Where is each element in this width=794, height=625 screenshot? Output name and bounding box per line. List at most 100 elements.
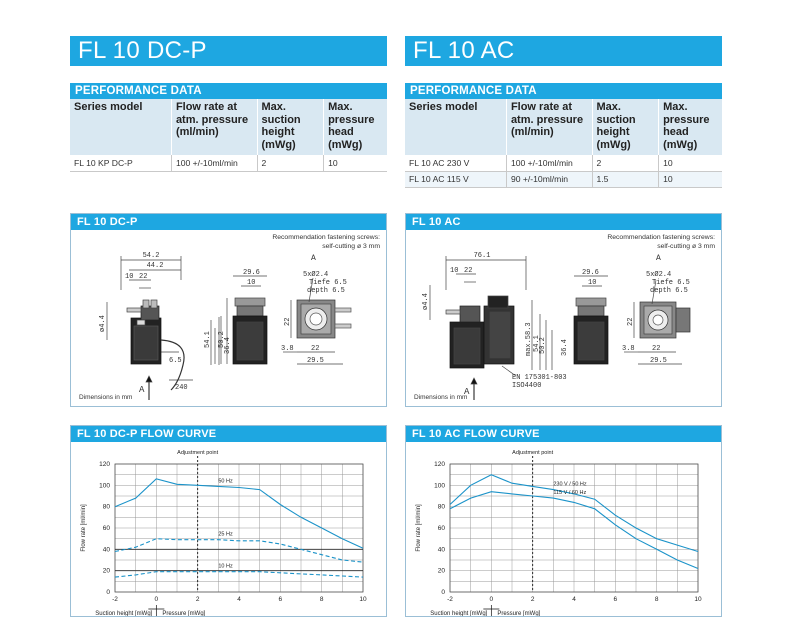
fastening-note-line: self-cutting ø 3 mm	[322, 243, 380, 250]
column-header-line: (mWg)	[261, 138, 296, 151]
y-tick-label: 120	[99, 461, 110, 468]
column-header-line: Series model	[74, 101, 143, 113]
column-header-line: height	[596, 126, 630, 138]
column-header-line: Flow rate at	[175, 101, 238, 113]
column-header-line: atm. pressure	[510, 113, 584, 126]
dimensions-note: Dimensions in mm	[414, 394, 468, 401]
performance-data-heading: PERFORMANCE DATA	[405, 83, 722, 99]
dim-label: 29.6	[582, 269, 599, 277]
adjustment-label: Adjustment point	[177, 450, 218, 456]
x-tick-label: 6	[614, 596, 618, 603]
dim-label: 10	[247, 279, 255, 287]
column-header: Flow rate at atm. pressure (ml/min)	[170, 99, 258, 155]
x-tick-label: -2	[447, 596, 453, 603]
y-tick-label: 80	[438, 504, 446, 511]
product-title-ac: FL 10 AC	[405, 36, 722, 66]
dim-label: 22	[652, 345, 660, 353]
column-header-line: pressure	[663, 113, 710, 126]
dim-label: 5xØ2.4	[303, 270, 328, 279]
table-cell: 2	[591, 155, 659, 172]
y-axis-label: Flow rate [ml/min]	[416, 504, 422, 552]
column-header-line: head	[328, 126, 354, 138]
performance-table: Series model Flow rate at atm. pressure (ml…	[70, 99, 387, 172]
performance-data-dc-p: PERFORMANCE DATA Series model Flow rate a…	[70, 83, 387, 172]
dim-label: 76.1	[474, 252, 491, 260]
dim-label: max.58.3	[525, 322, 533, 356]
dimension-drawing-dc-p: FL 10 DC-P Recommendation fastening scre…	[70, 213, 387, 407]
dim-label: 6.5	[169, 357, 182, 365]
dim-label: 29.5	[650, 357, 667, 365]
column-header-line: Max.	[596, 101, 621, 113]
column-header-line: suction	[261, 113, 301, 126]
column-header-line: (mWg)	[328, 138, 363, 151]
fastening-note: Recommendation fastening screws: self-cu…	[607, 233, 715, 251]
dim-label: 54.2	[143, 252, 160, 260]
series-label: 115 V / 60 Hz	[553, 490, 586, 496]
column-header: Max. pressure head (mWg)	[658, 99, 722, 155]
column-header-line: (mWg)	[596, 138, 631, 151]
series-line	[449, 491, 699, 570]
table-row: FL 10 AC 230 V 100 +/-10ml/min 2 10	[405, 155, 722, 172]
column-header-line: suction	[596, 113, 636, 126]
y-tick-label: 0	[106, 589, 110, 596]
technical-drawing: 54.2 44.2 10 22 ø4.4 54.1 50.2 36.4 6.5 …	[99, 252, 352, 400]
dim-label: 36.4	[561, 339, 569, 356]
table-cell: 100 +/-10ml/min	[505, 155, 593, 172]
table-cell: FL 10 AC 115 V	[405, 171, 507, 188]
dim-label: A	[311, 254, 316, 263]
dim-label: ø4.4	[99, 315, 107, 332]
y-tick-label: 100	[99, 482, 110, 489]
series-line	[449, 474, 699, 553]
x-tick-label: 8	[320, 596, 324, 603]
technical-drawing: 76.1 10 22 ø4.4 max.58.3 54.1 50.2 36.4 …	[422, 252, 691, 400]
fastening-note-line: Recommendation fastening screws:	[272, 234, 380, 241]
column-header-line: pressure	[328, 113, 375, 126]
dim-label: depth 6.5	[307, 287, 345, 295]
adjustment-label: Adjustment point	[512, 450, 553, 456]
chart-heading: FL 10 AC FLOW CURVE	[406, 426, 721, 442]
column-header-line: Max.	[328, 101, 353, 113]
dim-label: 29.6	[243, 269, 260, 277]
dim-label: 54.1	[204, 331, 212, 348]
x-tick-label: 8	[655, 596, 659, 603]
series-line	[114, 538, 364, 563]
column-header-line: Flow rate at	[510, 101, 573, 113]
series-line	[114, 478, 364, 549]
column-header-line: Series model	[409, 101, 478, 113]
column-header-line: Max.	[261, 101, 286, 113]
x-tick-label: 4	[237, 596, 241, 603]
y-tick-label: 100	[434, 482, 445, 489]
column-header: Series model	[70, 99, 172, 155]
x-tick-label: 0	[155, 596, 159, 603]
y-tick-label: 60	[103, 525, 111, 532]
drawing-heading: FL 10 AC	[406, 214, 721, 230]
dim-label: 22	[464, 267, 472, 275]
dim-label: ø4.4	[422, 293, 430, 310]
y-tick-label: 0	[441, 589, 445, 596]
table-cell: 1.5	[591, 171, 659, 188]
chart-heading: FL 10 DC-P FLOW CURVE	[71, 426, 386, 442]
y-tick-label: 120	[434, 461, 445, 468]
y-tick-label: 20	[103, 568, 111, 575]
dim-label: 3.8	[281, 345, 294, 353]
column-header: Max. pressure head (mWg)	[323, 99, 387, 155]
series-label: 230 V / 50 Hz	[553, 482, 587, 488]
column-header: Flow rate at atm. pressure (ml/min)	[505, 99, 593, 155]
dim-label: 10	[450, 267, 458, 275]
y-tick-label: 40	[438, 546, 446, 553]
table-cell: 100 +/-10ml/min	[170, 155, 258, 172]
y-tick-label: 20	[438, 568, 446, 575]
y-tick-label: 80	[103, 504, 111, 511]
column-header-line: (ml/min)	[510, 126, 554, 138]
x-axis-label-pressure: Pressure [mWg]	[497, 611, 540, 616]
column-header-line: atm. pressure	[175, 113, 249, 126]
x-axis-label-pressure: Pressure [mWg]	[162, 611, 205, 616]
column-header-line: head	[663, 126, 689, 138]
x-tick-label: 2	[531, 596, 535, 603]
table-cell: 10	[658, 155, 722, 172]
dim-label: Tiefe 6.5	[652, 279, 690, 287]
dim-label: 22	[311, 345, 319, 353]
dim-label: A	[139, 385, 145, 395]
flow-curve-dc-p: FL 10 DC-P FLOW CURVE Adjustment point 0 2…	[70, 425, 387, 617]
dim-label: 10	[588, 279, 596, 287]
